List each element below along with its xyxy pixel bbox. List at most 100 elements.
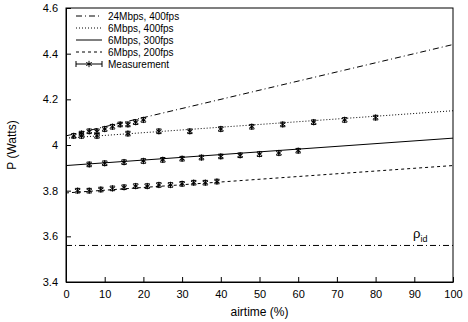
y-tick: 3.8 <box>43 185 71 197</box>
measurement-point <box>102 160 108 166</box>
y-tick-mark <box>66 191 71 192</box>
measurement-point <box>160 157 166 163</box>
x-tick: 90 <box>409 277 421 300</box>
x-tick: 20 <box>138 277 150 300</box>
error-bar <box>125 131 130 136</box>
error-bar <box>180 156 185 161</box>
x-tick-mark <box>414 277 415 282</box>
x-tick-mark <box>105 277 106 282</box>
error-bar <box>102 127 107 132</box>
data-area <box>66 45 453 246</box>
measurement-point <box>121 184 127 190</box>
x-tick-label: 40 <box>215 288 227 300</box>
legend-swatch <box>76 16 102 17</box>
measurement-point <box>218 126 224 132</box>
legend-entry: 6Mbps, 300fps <box>76 35 174 46</box>
plot: 01020304050607080901003.43.63.844.24.44.… <box>43 2 463 300</box>
measurement-point <box>373 114 379 120</box>
x-tick-label: 60 <box>293 288 305 300</box>
measurement-point <box>125 121 131 127</box>
measurement-point <box>295 148 301 154</box>
measurement-point <box>117 121 123 127</box>
error-bar <box>122 185 127 190</box>
measurement-point <box>191 179 197 185</box>
y-tick-label: 4.4 <box>43 48 58 60</box>
error-bar <box>276 151 281 156</box>
x-tick: 80 <box>370 277 382 300</box>
chart: 01020304050607080901003.43.63.844.24.44.… <box>0 0 468 322</box>
legend-swatch <box>76 52 102 53</box>
measurement-point <box>280 121 286 127</box>
y-tick-mark <box>66 54 71 55</box>
error-bar <box>133 184 138 189</box>
legend-label: 24Mbps, 400fps <box>108 11 179 22</box>
x-tick-label: 70 <box>331 288 343 300</box>
measurement-point <box>199 154 205 160</box>
error-bar <box>118 122 123 127</box>
legend-entry: 6Mbps, 400fps <box>76 23 174 34</box>
reference-line <box>66 245 453 246</box>
x-tick: 70 <box>331 277 343 300</box>
x-tick-mark <box>143 277 144 282</box>
legend-marker <box>86 61 92 67</box>
y-tick-label: 3.4 <box>43 276 58 288</box>
measurement-point <box>145 183 151 189</box>
x-tick: 50 <box>254 277 266 300</box>
error-bar <box>238 153 243 158</box>
measurement-point <box>110 185 116 191</box>
y-tick-mark <box>66 99 71 100</box>
x-tick-label: 0 <box>63 288 69 300</box>
error-bar <box>133 120 138 125</box>
x-tick: 30 <box>176 277 188 300</box>
legend-label: Measurement <box>108 59 169 70</box>
error-bar <box>373 115 378 120</box>
error-bar <box>180 182 185 187</box>
measurement-point <box>237 152 243 158</box>
measurement-point <box>86 161 92 167</box>
x-tick-mark <box>337 277 338 282</box>
measurement-point <box>71 133 77 139</box>
legend-label: 6Mbps, 300fps <box>108 35 174 46</box>
error-bar <box>203 180 208 185</box>
legend-swatch-cap <box>102 61 103 67</box>
measurement-point <box>141 117 147 123</box>
legend-swatch <box>76 28 102 29</box>
measurement-point <box>187 128 193 134</box>
error-bar <box>249 124 254 129</box>
y-tick-mark <box>66 8 71 9</box>
measurement-point <box>75 187 81 193</box>
x-tick-label: 50 <box>254 288 266 300</box>
x-tick-mark <box>260 277 261 282</box>
error-bar <box>110 124 115 129</box>
x-tick-mark <box>453 277 454 282</box>
x-tick: 10 <box>99 277 111 300</box>
x-axis-line <box>67 282 454 283</box>
x-tick-label: 80 <box>370 288 382 300</box>
y-tick-label: 4.6 <box>43 2 58 14</box>
error-bar <box>218 127 223 132</box>
error-bar <box>141 159 146 164</box>
error-bar <box>87 188 92 193</box>
error-bar <box>79 134 84 139</box>
error-bar <box>87 162 92 167</box>
y-tick-mark <box>66 236 71 237</box>
y-tick-label: 3.6 <box>43 230 58 242</box>
error-bar <box>160 158 165 163</box>
y-tick: 4.6 <box>43 2 71 14</box>
x-axis-title: airtime (%) <box>230 305 288 319</box>
legend-entry: 24Mbps, 400fps <box>76 11 179 22</box>
error-bar <box>87 129 92 134</box>
x-tick-label: 100 <box>444 288 462 300</box>
x-tick-label: 20 <box>138 288 150 300</box>
error-bar <box>122 160 127 165</box>
x-tick-mark <box>376 277 377 282</box>
error-bar <box>311 120 316 125</box>
measurement-point <box>133 183 139 189</box>
reference-label-main: ρ <box>413 226 420 241</box>
measurement-point <box>98 186 104 192</box>
y-tick-label: 3.8 <box>43 185 58 197</box>
legend-label: 6Mbps, 400fps <box>108 23 174 34</box>
x-axis: 0 10 20 30 40 50 60 70 80 90 100 <box>63 277 462 300</box>
measurement-point <box>156 182 162 188</box>
reference-label-sub: id <box>420 234 427 244</box>
